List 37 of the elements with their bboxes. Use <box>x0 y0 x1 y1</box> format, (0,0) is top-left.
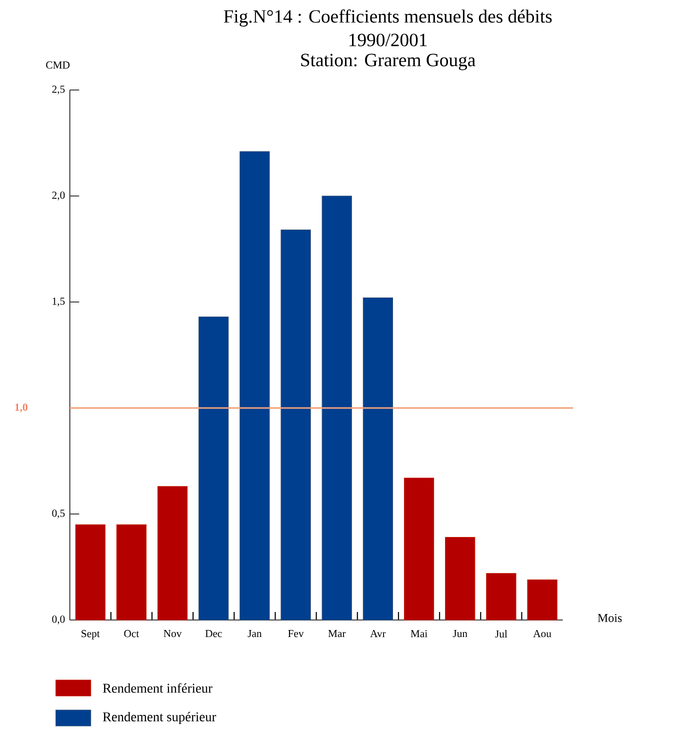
bar <box>116 524 147 620</box>
bar <box>486 573 516 620</box>
x-tick-label: Dec <box>205 630 222 638</box>
x-tick-label: Fev <box>288 630 304 638</box>
bar <box>527 579 558 620</box>
text: Station: Grarem Gouga <box>301 54 476 70</box>
y-tick-label: 2,5 <box>52 86 65 94</box>
bar <box>404 478 434 620</box>
y-axis-title: CMD <box>46 61 70 69</box>
x-tick-label: Oct <box>124 630 140 638</box>
legend-label: Rendement inférieur <box>103 683 212 693</box>
bar <box>322 196 352 620</box>
bar <box>198 316 229 620</box>
x-tick-label: Nov <box>164 630 182 638</box>
y-tick-label: 2,0 <box>52 192 65 200</box>
x-tick-label: Sept <box>82 630 100 640</box>
legend-label: Rendement supérieur <box>103 712 216 724</box>
x-tick-label: Mai <box>410 630 428 638</box>
bar <box>280 230 311 620</box>
ref-line-label: 1,0 <box>15 404 28 412</box>
chart-title: Fig.N°14 : Coefficients mensuels des débits <box>224 9 552 27</box>
bar <box>75 524 106 620</box>
x-tick-label: Avr <box>370 630 386 638</box>
bar <box>158 486 188 620</box>
y-tick-label: 1,5 <box>52 298 65 306</box>
x-tick-label: Jun <box>453 630 468 638</box>
x-tick-label: Jan <box>248 630 262 638</box>
x-tick-label: Aou <box>533 630 552 638</box>
bar <box>362 297 394 620</box>
x-tick-label: Mar <box>328 630 346 638</box>
x-axis-title: Mois <box>598 614 622 622</box>
y-tick-label: 0,5 <box>52 510 65 518</box>
bar <box>240 151 270 620</box>
chart-subtitle: 1990/2001 <box>350 34 427 46</box>
y-tick-label: 0,0 <box>52 616 65 624</box>
x-tick-label: Jul <box>495 630 508 638</box>
bar <box>445 537 476 620</box>
